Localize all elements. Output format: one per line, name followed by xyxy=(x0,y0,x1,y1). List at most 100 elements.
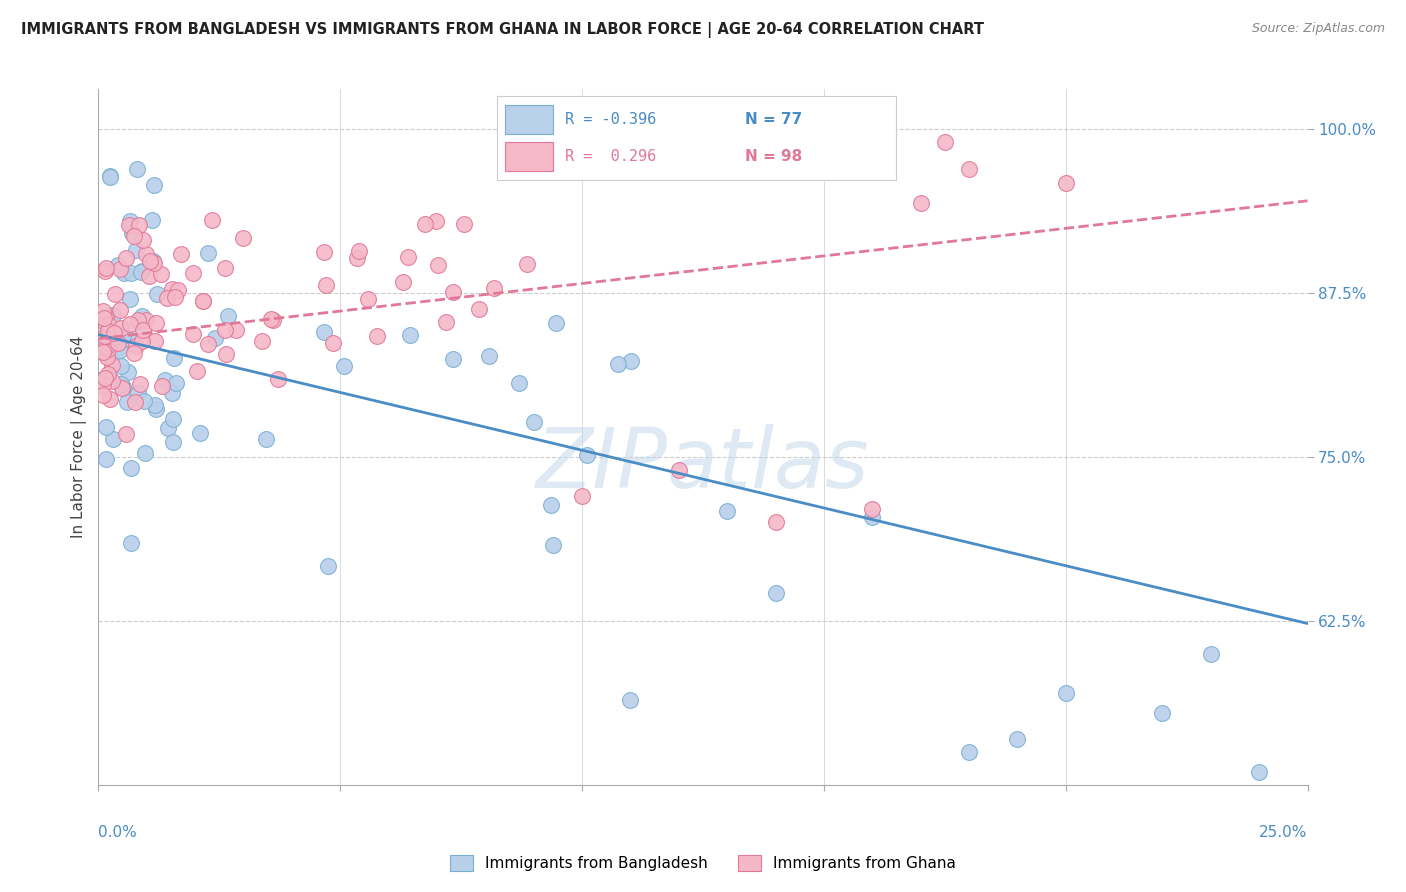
Point xyxy=(188,426,211,441)
Point xyxy=(1054,686,1077,700)
Point xyxy=(135,313,157,327)
Point xyxy=(910,195,932,210)
Point xyxy=(160,385,183,400)
Point xyxy=(94,420,117,434)
Point xyxy=(156,291,179,305)
Point xyxy=(120,317,142,331)
Point xyxy=(478,349,501,363)
Point xyxy=(129,265,152,279)
Point xyxy=(425,214,447,228)
Point xyxy=(120,214,142,228)
Point xyxy=(141,213,163,227)
Point xyxy=(98,169,121,184)
Point xyxy=(96,341,118,355)
Point xyxy=(453,218,475,232)
Point xyxy=(125,339,148,353)
Point xyxy=(619,692,641,706)
Point xyxy=(765,516,787,530)
Text: ZIPatlas: ZIPatlas xyxy=(536,425,870,506)
Point xyxy=(197,337,219,351)
Point xyxy=(214,323,236,337)
Point xyxy=(132,233,155,247)
Point xyxy=(93,388,115,402)
Point xyxy=(107,258,129,272)
Text: Source: ZipAtlas.com: Source: ZipAtlas.com xyxy=(1251,22,1385,36)
Point xyxy=(94,371,117,385)
Point xyxy=(120,267,142,281)
Point xyxy=(91,304,114,318)
Y-axis label: In Labor Force | Age 20-64: In Labor Force | Age 20-64 xyxy=(72,336,87,538)
Point xyxy=(142,254,165,268)
Point xyxy=(232,230,254,244)
Point xyxy=(162,412,184,426)
Point xyxy=(107,340,129,354)
Point xyxy=(138,269,160,284)
Point xyxy=(347,244,370,258)
Point xyxy=(181,326,204,341)
Point xyxy=(127,313,149,327)
Point xyxy=(957,162,980,177)
Point xyxy=(215,346,238,360)
Point xyxy=(396,250,419,264)
Point xyxy=(132,322,155,336)
Point xyxy=(262,313,284,327)
Point xyxy=(108,262,131,277)
Point xyxy=(98,318,121,332)
Point xyxy=(120,461,142,475)
Point xyxy=(441,352,464,367)
Point xyxy=(101,358,124,372)
Point xyxy=(120,535,142,549)
Point xyxy=(127,385,149,400)
Point xyxy=(540,498,562,512)
Point xyxy=(357,292,380,306)
Point xyxy=(606,357,628,371)
Point xyxy=(571,489,593,503)
Point xyxy=(117,395,139,409)
Point xyxy=(110,359,132,373)
Point xyxy=(716,504,738,518)
Point xyxy=(128,377,150,392)
Point xyxy=(142,256,165,270)
Point xyxy=(91,372,114,386)
Point xyxy=(1054,176,1077,190)
Point xyxy=(156,421,179,435)
Point xyxy=(131,334,153,348)
Point xyxy=(516,257,538,271)
Point xyxy=(135,247,157,261)
Point xyxy=(111,329,134,343)
Point xyxy=(214,261,236,276)
Point xyxy=(96,350,118,364)
Point xyxy=(94,451,117,466)
Point xyxy=(110,321,132,335)
Point xyxy=(111,381,134,395)
Point xyxy=(146,286,169,301)
Text: IMMIGRANTS FROM BANGLADESH VS IMMIGRANTS FROM GHANA IN LABOR FORCE | AGE 20-64 C: IMMIGRANTS FROM BANGLADESH VS IMMIGRANTS… xyxy=(21,22,984,38)
Point xyxy=(322,336,344,351)
Point xyxy=(398,328,420,343)
Point xyxy=(204,331,226,345)
Point xyxy=(128,315,150,329)
Point xyxy=(103,326,125,341)
Point xyxy=(193,294,215,309)
Point xyxy=(217,309,239,323)
Point xyxy=(167,283,190,297)
Point xyxy=(97,329,120,343)
Point xyxy=(91,344,114,359)
Point xyxy=(1007,731,1029,746)
Point xyxy=(121,226,143,240)
Point xyxy=(138,254,160,268)
Point xyxy=(860,502,883,516)
Point xyxy=(482,281,505,295)
Point xyxy=(316,559,339,574)
Point xyxy=(193,293,215,308)
Point xyxy=(124,395,146,409)
Point xyxy=(115,426,138,441)
Point xyxy=(103,309,125,323)
Point xyxy=(96,260,118,275)
Point xyxy=(94,264,117,278)
Point xyxy=(125,244,148,258)
Point xyxy=(523,415,546,429)
Point xyxy=(315,278,337,293)
Point xyxy=(170,247,193,261)
Point xyxy=(576,448,599,462)
